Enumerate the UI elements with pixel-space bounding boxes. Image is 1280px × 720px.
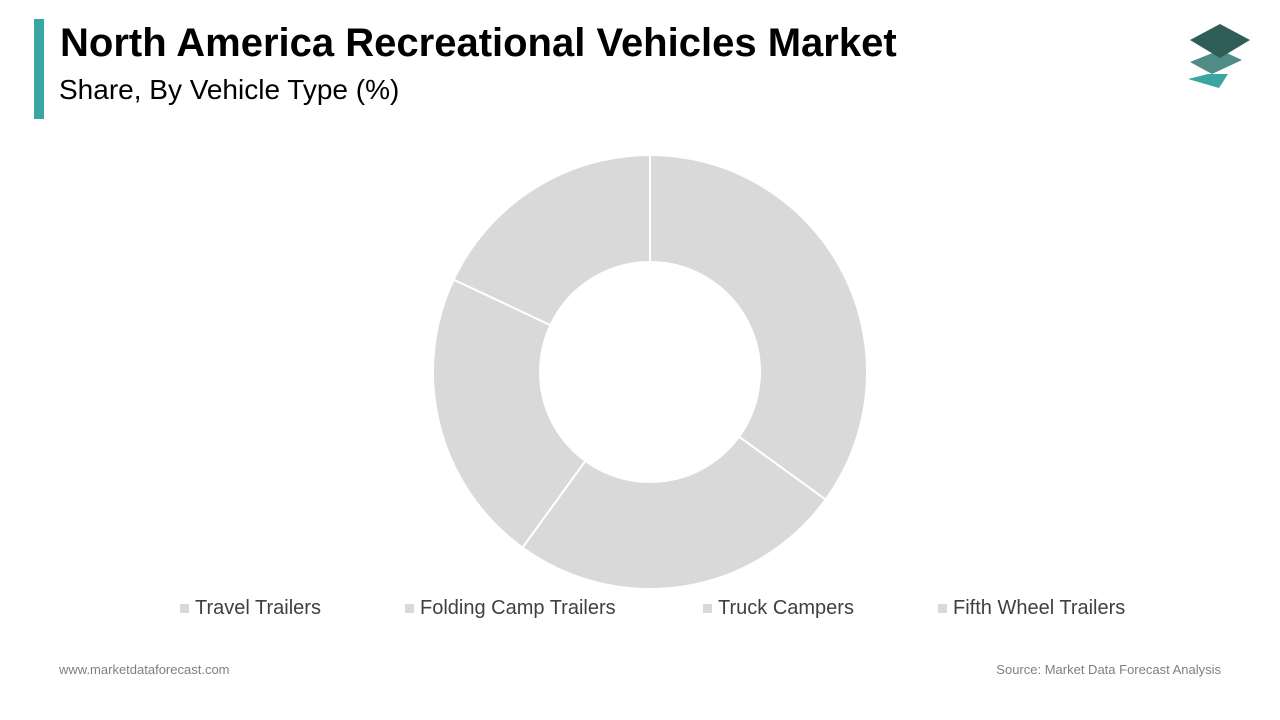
logo-layer-top	[1190, 24, 1250, 58]
donut-slice-truck-campers	[432, 278, 587, 549]
logo-layer-bottom	[1188, 74, 1228, 88]
page-title: North America Recreational Vehicles Mark…	[60, 21, 897, 65]
legend-label: Fifth Wheel Trailers	[953, 596, 1126, 619]
legend-label: Travel Trailers	[195, 596, 321, 619]
layers-logo-icon	[1188, 24, 1250, 88]
legend-label: Folding Camp Trailers	[420, 596, 616, 619]
donut-slice-folding-camp-trailers	[521, 435, 827, 590]
footer-website: www.marketdataforecast.com	[59, 662, 230, 677]
legend-item: Fifth Wheel Trailers	[938, 594, 1125, 622]
legend-label: Truck Campers	[718, 596, 854, 619]
legend-swatch	[405, 603, 414, 613]
legend-swatch	[180, 603, 189, 613]
legend-swatch	[703, 603, 712, 613]
chart-legend: Travel Trailers Folding Camp Trailers Truc…	[0, 594, 1280, 622]
title-accent-bar	[34, 19, 44, 119]
legend-item: Travel Trailers	[180, 594, 321, 622]
page-subtitle: Share, By Vehicle Type (%)	[59, 74, 400, 105]
legend-item: Folding Camp Trailers	[405, 594, 616, 622]
logo-layer-mid	[1190, 50, 1242, 74]
donut-slice-travel-trailers	[649, 153, 868, 501]
legend-item: Truck Campers	[703, 594, 854, 622]
donut-slice-fifth-wheel-trailers	[452, 153, 651, 327]
legend-swatch	[938, 603, 947, 613]
footer-source: Source: Market Data Forecast Analysis	[996, 662, 1221, 677]
